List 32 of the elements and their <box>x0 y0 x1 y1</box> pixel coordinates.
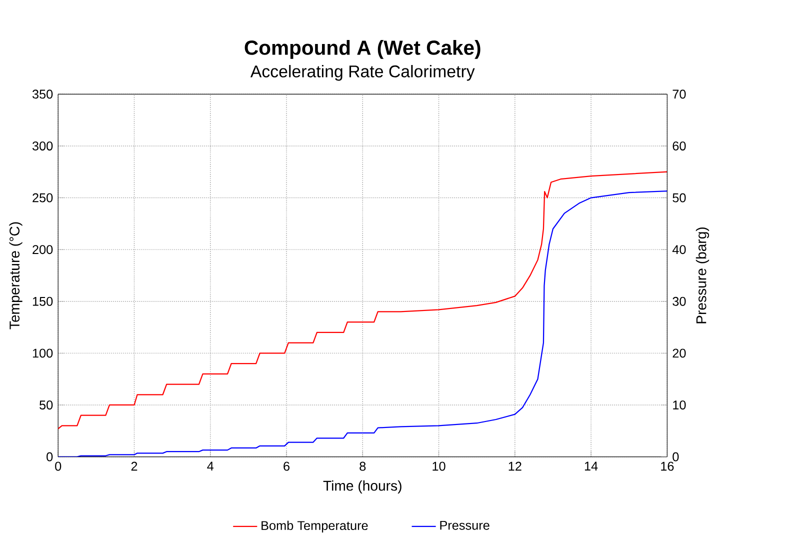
y-tick-label: 150 <box>32 296 53 306</box>
y-tick-label: 350 <box>32 90 53 99</box>
chart-subtitle: Accelerating Rate Calorimetry <box>250 65 475 81</box>
x-tick-label: 0 <box>55 462 62 471</box>
x-tick-label: 12 <box>508 462 522 471</box>
y2-tick-label: 70 <box>672 90 686 99</box>
y-tick-label: 50 <box>40 400 53 410</box>
y2-tick-label: 50 <box>672 193 686 202</box>
x-tick-label: 4 <box>207 462 214 471</box>
x-tick-label: 2 <box>131 462 138 471</box>
y2-tick-label: 20 <box>672 348 686 358</box>
y-tick-label: 100 <box>32 348 53 358</box>
y-tick-label: 300 <box>32 142 53 150</box>
x-tick-label: 16 <box>661 462 674 471</box>
y2-tick-label: 30 <box>672 296 686 306</box>
y2-tick-label: 60 <box>672 142 686 150</box>
legend-label: Pressure <box>440 520 490 530</box>
x-axis-title: Time (hours) <box>323 480 402 494</box>
y-tick-label: 0 <box>46 452 53 462</box>
y-tick-label: 250 <box>32 193 53 202</box>
x-tick-label: 10 <box>432 462 446 471</box>
y2-tick-label: 0 <box>672 452 679 462</box>
chart-title: Compound A (Wet Cake) <box>244 40 480 59</box>
y2-axis-title: Pressure (barg) <box>696 227 710 324</box>
legend-label: Bomb Temperature <box>262 520 368 533</box>
x-tick-label: 8 <box>360 462 366 471</box>
y-tick-label: 200 <box>32 245 53 254</box>
y-axis-title: Temperature (°C) <box>9 222 22 330</box>
x-tick-label: 6 <box>284 462 290 471</box>
x-tick-label: 14 <box>584 462 598 471</box>
y2-tick-label: 40 <box>672 245 686 254</box>
y2-tick-label: 10 <box>673 400 686 410</box>
